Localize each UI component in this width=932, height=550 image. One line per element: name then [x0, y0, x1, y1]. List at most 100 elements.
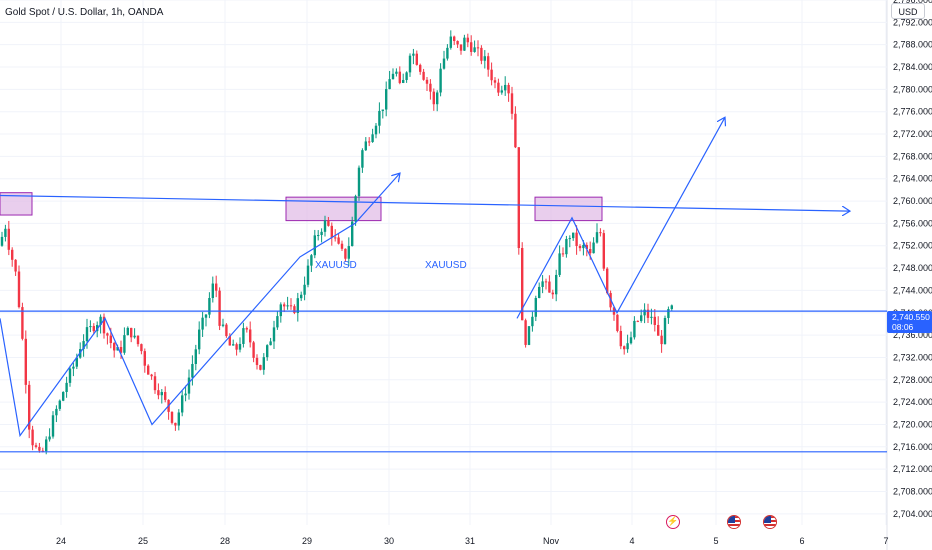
- candle-body: [208, 298, 211, 315]
- candle-body: [419, 64, 422, 72]
- candle-body: [45, 439, 48, 452]
- x-tick-label: 30: [384, 536, 394, 546]
- candle-body: [555, 274, 558, 295]
- candle-body: [313, 235, 316, 256]
- candle-body: [85, 327, 89, 342]
- candle-body: [303, 284, 306, 295]
- candle-body: [68, 368, 72, 383]
- candle-body: [296, 298, 299, 313]
- candle-body: [568, 238, 571, 240]
- candle-body: [102, 316, 106, 334]
- candle-body: [432, 91, 435, 105]
- candle-body: [194, 349, 197, 364]
- candle-body: [191, 363, 194, 378]
- y-tick-label: 2,764.000: [893, 174, 932, 184]
- last-price-tag: 2,740.550 08:06: [887, 311, 932, 333]
- y-tick-label: 2,776.000: [893, 107, 932, 117]
- candle-body: [147, 365, 150, 375]
- candle-body: [490, 69, 493, 81]
- x-tick-label: 31: [465, 536, 475, 546]
- us-flag-icon[interactable]: [727, 515, 741, 529]
- candle-body: [510, 93, 514, 114]
- candle-body: [31, 429, 34, 446]
- candle-body: [629, 337, 633, 344]
- candle-body: [425, 79, 429, 84]
- candle-body: [262, 357, 265, 370]
- candle-body: [266, 345, 269, 358]
- candle-body: [412, 53, 415, 56]
- candle-body: [357, 167, 361, 197]
- candle-body: [415, 53, 418, 65]
- candle-body: [640, 315, 643, 322]
- candle-body: [198, 329, 201, 350]
- y-tick-label: 2,704.000: [893, 509, 932, 519]
- y-tick-label: 2,716.000: [893, 442, 932, 452]
- candle-body: [470, 42, 473, 52]
- candle-body: [378, 110, 381, 126]
- candle-body: [636, 320, 639, 322]
- candlesticks: [0, 30, 673, 455]
- candle-body: [497, 82, 500, 93]
- candle-body: [657, 324, 660, 336]
- economic-event-icon[interactable]: ⚡: [666, 515, 680, 529]
- candle-body: [585, 245, 588, 250]
- candle-body: [24, 338, 27, 385]
- candle-body: [660, 335, 663, 345]
- candle-body: [75, 357, 78, 367]
- candle-body: [670, 305, 673, 310]
- candle-body: [493, 80, 497, 83]
- candle-body: [0, 236, 4, 246]
- candle-body: [300, 294, 303, 299]
- candle-body: [463, 37, 466, 51]
- supply-zone: [285, 196, 382, 222]
- currency-button[interactable]: USD: [891, 3, 925, 19]
- candle-body: [623, 346, 626, 350]
- candle-body: [578, 246, 582, 249]
- candle-body: [48, 436, 51, 440]
- candle-body: [28, 384, 31, 430]
- symbol-label-center: XAUUSD: [425, 260, 467, 271]
- y-tick-label: 2,732.000: [893, 352, 932, 362]
- candle-body: [476, 47, 480, 49]
- candle-body: [51, 415, 55, 437]
- candle-body: [599, 232, 602, 234]
- candle-body: [633, 320, 636, 338]
- candle-body: [317, 235, 320, 237]
- candle-body: [150, 374, 153, 377]
- candle-body: [55, 408, 58, 416]
- candle-body: [521, 248, 524, 321]
- candle-body: [204, 314, 208, 318]
- candle-body: [548, 281, 551, 293]
- candle-body: [249, 329, 252, 343]
- candle-body: [531, 316, 534, 327]
- candle-body: [215, 283, 218, 291]
- candle-body: [565, 238, 568, 255]
- candle-body: [626, 343, 629, 350]
- candle-body: [245, 328, 248, 330]
- candle-body: [238, 343, 242, 350]
- candle-body: [310, 255, 313, 266]
- price-axis: 2,704.000 2,708.000 2,712.000 2,716.000 2,72…: [893, 0, 932, 519]
- candle-body: [459, 44, 463, 51]
- candle-body: [405, 72, 408, 80]
- candle-body: [446, 47, 449, 59]
- horizontal-lines: [0, 310, 887, 453]
- us-flag-icon[interactable]: [763, 515, 777, 529]
- x-tick-label: 24: [56, 536, 66, 546]
- candle-body: [140, 344, 143, 352]
- candle-body: [113, 343, 116, 351]
- candle-body: [575, 232, 578, 247]
- candle-body: [286, 305, 289, 307]
- candle-body: [466, 37, 469, 43]
- candle-body: [422, 71, 425, 80]
- candle-body: [606, 268, 609, 294]
- candle-body: [504, 84, 507, 91]
- candle-body: [320, 231, 323, 236]
- y-tick-label: 2,728.000: [893, 375, 932, 385]
- candle-body: [388, 79, 391, 90]
- candle-body: [381, 109, 384, 111]
- candle-body: [126, 327, 129, 336]
- candle-body: [364, 141, 367, 151]
- candle-body: [72, 366, 75, 369]
